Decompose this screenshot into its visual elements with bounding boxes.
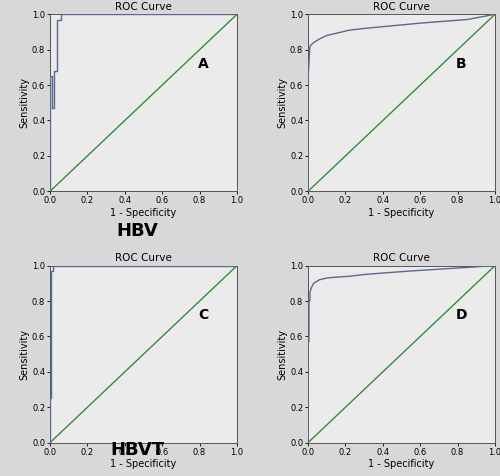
Y-axis label: Sensitivity: Sensitivity	[19, 77, 29, 129]
Text: B: B	[456, 57, 466, 71]
X-axis label: 1 - Specificity: 1 - Specificity	[110, 459, 176, 469]
Y-axis label: Sensitivity: Sensitivity	[277, 77, 287, 129]
Title: ROC Curve: ROC Curve	[115, 2, 172, 12]
Text: D: D	[456, 308, 467, 322]
X-axis label: 1 - Specificity: 1 - Specificity	[110, 208, 176, 218]
Title: ROC Curve: ROC Curve	[373, 254, 430, 264]
Y-axis label: Sensitivity: Sensitivity	[277, 328, 287, 380]
X-axis label: 1 - Specificity: 1 - Specificity	[368, 208, 434, 218]
Y-axis label: Sensitivity: Sensitivity	[19, 328, 29, 380]
Text: HBVT: HBVT	[110, 441, 164, 459]
Title: ROC Curve: ROC Curve	[373, 2, 430, 12]
X-axis label: 1 - Specificity: 1 - Specificity	[368, 459, 434, 469]
Text: HBV: HBV	[116, 222, 158, 240]
Text: C: C	[198, 308, 208, 322]
Text: A: A	[198, 57, 208, 71]
Title: ROC Curve: ROC Curve	[115, 254, 172, 264]
